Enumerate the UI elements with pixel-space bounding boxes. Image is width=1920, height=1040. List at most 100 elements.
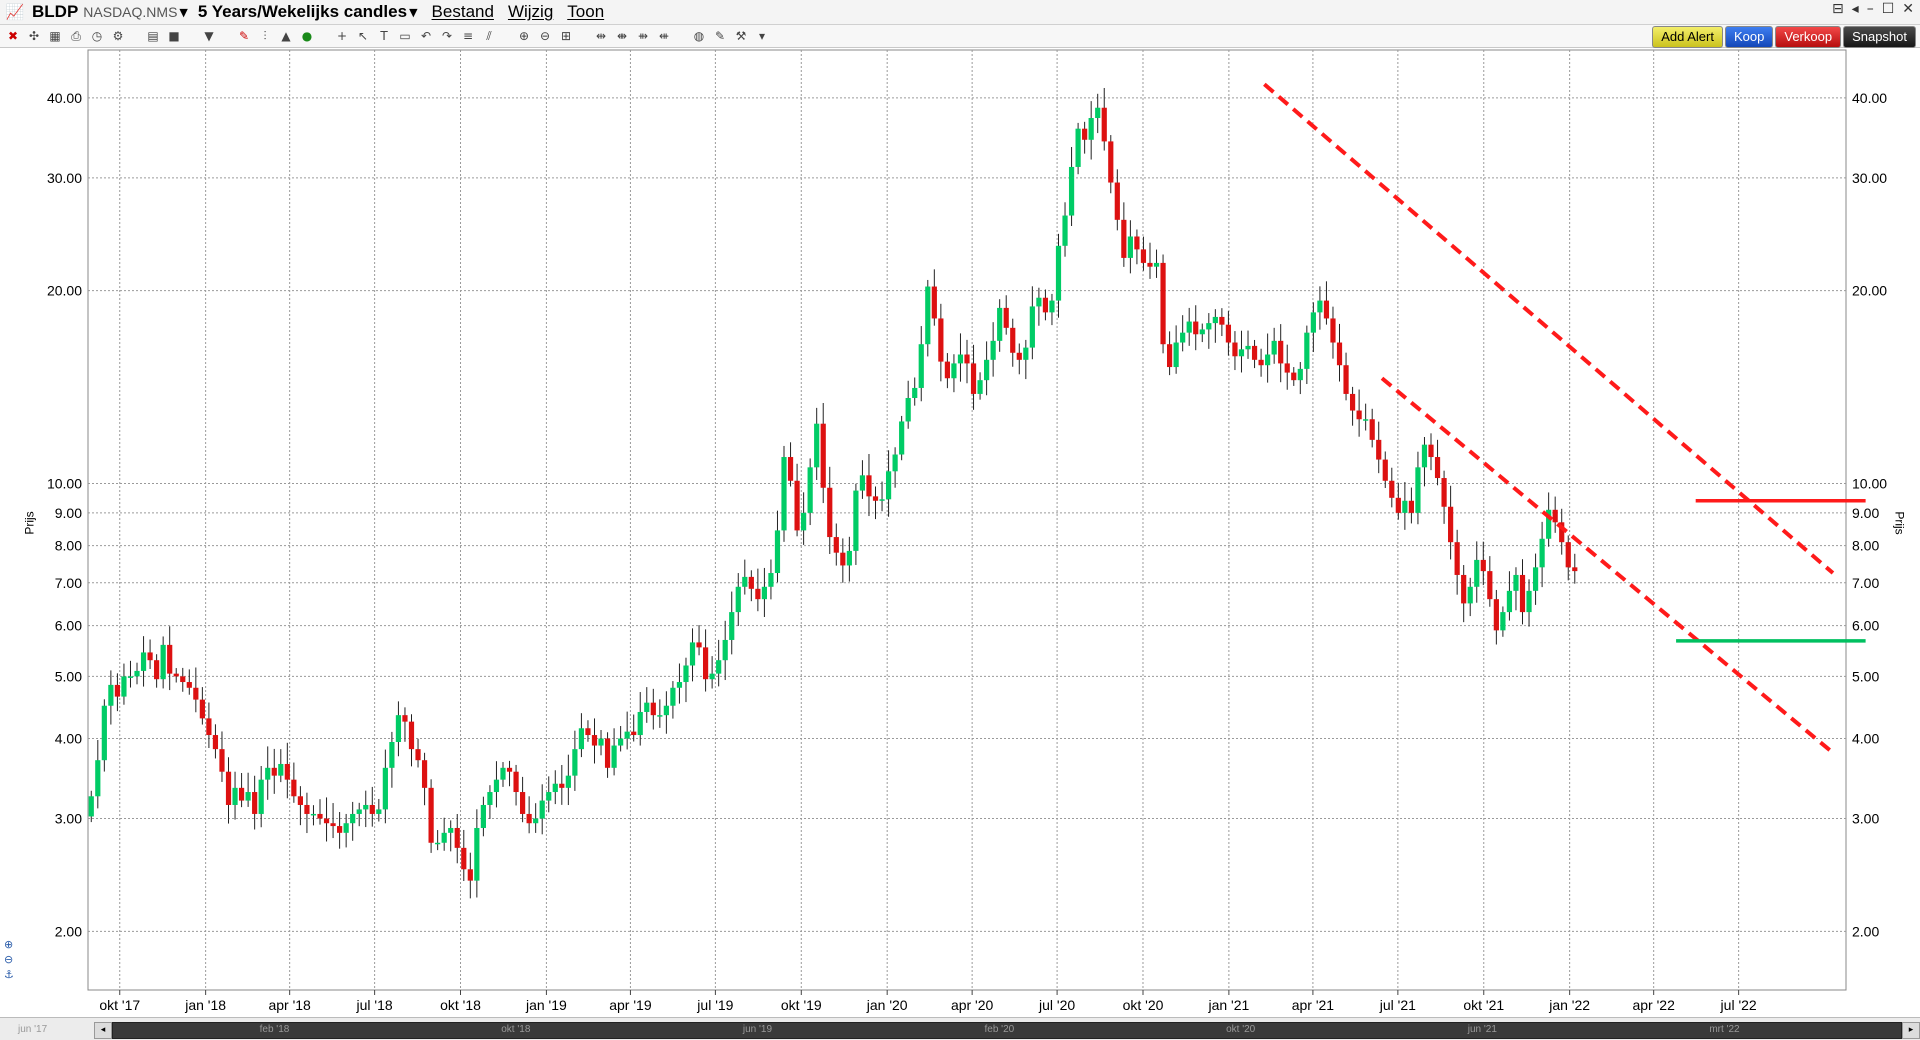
zoom-in-icon[interactable]: ⊕ xyxy=(4,938,14,951)
candle xyxy=(1408,487,1415,524)
candle-body xyxy=(1173,342,1179,368)
candle-body xyxy=(232,787,238,805)
x-tick-label: jan '19 xyxy=(525,997,567,1013)
candle xyxy=(1062,202,1068,257)
close-icon[interactable]: ✖ xyxy=(7,29,19,43)
redo-icon[interactable]: ↷ xyxy=(441,29,453,43)
candle xyxy=(709,656,715,689)
y-tick-label-right: 2.00 xyxy=(1852,923,1879,939)
verkoop-button[interactable]: Verkoop xyxy=(1775,26,1842,48)
square-icon[interactable]: ■ xyxy=(168,29,180,43)
maximize-icon[interactable]: ☐ xyxy=(1881,1,1895,17)
candle-body xyxy=(1271,340,1277,355)
text-icon[interactable]: T xyxy=(380,29,388,43)
bar-chart-icon[interactable]: ⫶ xyxy=(263,29,267,43)
period-selector[interactable]: 5 Years/Wekelijks candles xyxy=(197,2,408,21)
settings-icon[interactable]: ⚙ xyxy=(112,29,124,43)
layout-icon[interactable]: ▤ xyxy=(147,29,159,43)
symbol-selector[interactable]: BLDP xyxy=(32,2,79,21)
candle-body xyxy=(1278,340,1284,364)
candle-body xyxy=(748,576,754,589)
scroll-right-icon[interactable]: ▸ xyxy=(1902,1022,1920,1039)
close-icon[interactable]: ✕ xyxy=(1902,1,1914,17)
candle-body xyxy=(180,676,186,683)
snapshot-button[interactable]: Snapshot xyxy=(1843,26,1916,48)
candle xyxy=(591,718,598,764)
mountain-icon[interactable]: ▲ xyxy=(281,29,291,43)
candle xyxy=(1140,236,1147,271)
rectangle-icon[interactable]: ▭ xyxy=(399,29,411,43)
add-alert-button[interactable]: Add Alert xyxy=(1652,26,1723,48)
crosshair-icon[interactable]: ✣ xyxy=(28,29,40,43)
scroll-left-icon[interactable]: ◂ xyxy=(94,1022,112,1039)
candle xyxy=(1095,93,1101,134)
candle-body xyxy=(154,660,160,680)
cross-icon[interactable]: + xyxy=(336,29,348,43)
candle-body xyxy=(1199,329,1205,335)
candle-body xyxy=(1552,509,1558,523)
candle xyxy=(1245,330,1251,359)
y-axis-label-right: Prijs xyxy=(1892,511,1907,535)
candle xyxy=(663,691,669,734)
channel-upper-line xyxy=(1263,82,1835,575)
grid-icon[interactable]: ▦ xyxy=(49,29,61,43)
arrow-down-icon[interactable]: ▼ xyxy=(204,29,214,43)
pin-icon[interactable]: ◂ xyxy=(1851,1,1859,17)
candle-body xyxy=(356,809,362,814)
candle-body xyxy=(238,787,245,801)
chevron-down-icon[interactable]: ▼ xyxy=(179,5,188,19)
channel-icon[interactable]: ⫽ xyxy=(486,29,492,43)
print-icon[interactable]: ⎙ xyxy=(71,29,81,43)
menu-toon[interactable]: Toon xyxy=(567,2,605,21)
candle xyxy=(1186,307,1192,346)
zoom-out-icon[interactable]: ⊖ xyxy=(4,953,14,966)
clock-icon[interactable]: ◷ xyxy=(91,29,103,43)
menu-wijzig[interactable]: Wijzig xyxy=(507,2,554,21)
candle-body xyxy=(1408,500,1415,513)
undo-icon[interactable]: ↶ xyxy=(420,29,432,43)
candle-body xyxy=(167,644,173,674)
candle xyxy=(984,341,990,396)
anchor-icon[interactable]: ⚓ xyxy=(4,968,14,981)
refresh-icon[interactable]: ● xyxy=(301,29,313,43)
zoom-out-icon[interactable]: ⊖ xyxy=(539,29,551,43)
zoom-in-icon[interactable]: ⊕ xyxy=(518,29,530,43)
candle xyxy=(1519,559,1526,625)
candle-body xyxy=(1101,107,1107,142)
fib-icon[interactable]: ≡ xyxy=(462,29,474,43)
indicator-icon[interactable]: ⇼ xyxy=(616,29,628,43)
candle-body xyxy=(572,749,578,776)
navigator-label: jun '17 xyxy=(18,1024,48,1035)
zoom-fit-icon[interactable]: ⊞ xyxy=(560,29,572,43)
cursor-icon[interactable]: ↖ xyxy=(357,29,369,43)
candle xyxy=(474,809,480,898)
candle xyxy=(1467,577,1473,617)
candle xyxy=(180,667,186,692)
link-icon[interactable]: ⊟ xyxy=(1831,1,1844,17)
menu-bestand[interactable]: Bestand xyxy=(431,2,494,21)
navigator-bar[interactable]: ◂ ▸ jun '17 feb '18 okt '18 jun '19 feb '20 o… xyxy=(0,1017,1920,1040)
candle-body xyxy=(1304,332,1310,369)
candle xyxy=(702,629,709,692)
koop-button[interactable]: Koop xyxy=(1724,26,1774,48)
candle xyxy=(252,775,258,830)
hbar-icon[interactable]: ⇹ xyxy=(595,29,607,43)
navigator-label: feb '20 xyxy=(984,1024,1015,1035)
candle xyxy=(1539,521,1545,588)
minimize-icon[interactable]: – xyxy=(1866,1,1874,17)
chevron-down-icon[interactable]: ▼ xyxy=(409,5,418,19)
y-tick-label-left: 2.00 xyxy=(55,923,82,939)
wrench-icon[interactable]: ⚒ xyxy=(735,29,747,43)
candle xyxy=(134,662,140,685)
candle-body xyxy=(1454,542,1460,575)
candle xyxy=(1349,386,1356,426)
globe-icon[interactable]: ◍ xyxy=(693,29,705,43)
channel-icon[interactable]: ⇻ xyxy=(637,29,649,43)
candle xyxy=(840,538,846,583)
arrow-down-icon[interactable]: ▾ xyxy=(758,29,766,43)
wrench-icon[interactable]: ✎ xyxy=(714,29,726,43)
candle-body xyxy=(768,573,774,587)
hbar-icon[interactable]: ⇺ xyxy=(658,29,670,43)
pencil-icon[interactable]: ✎ xyxy=(238,29,250,43)
